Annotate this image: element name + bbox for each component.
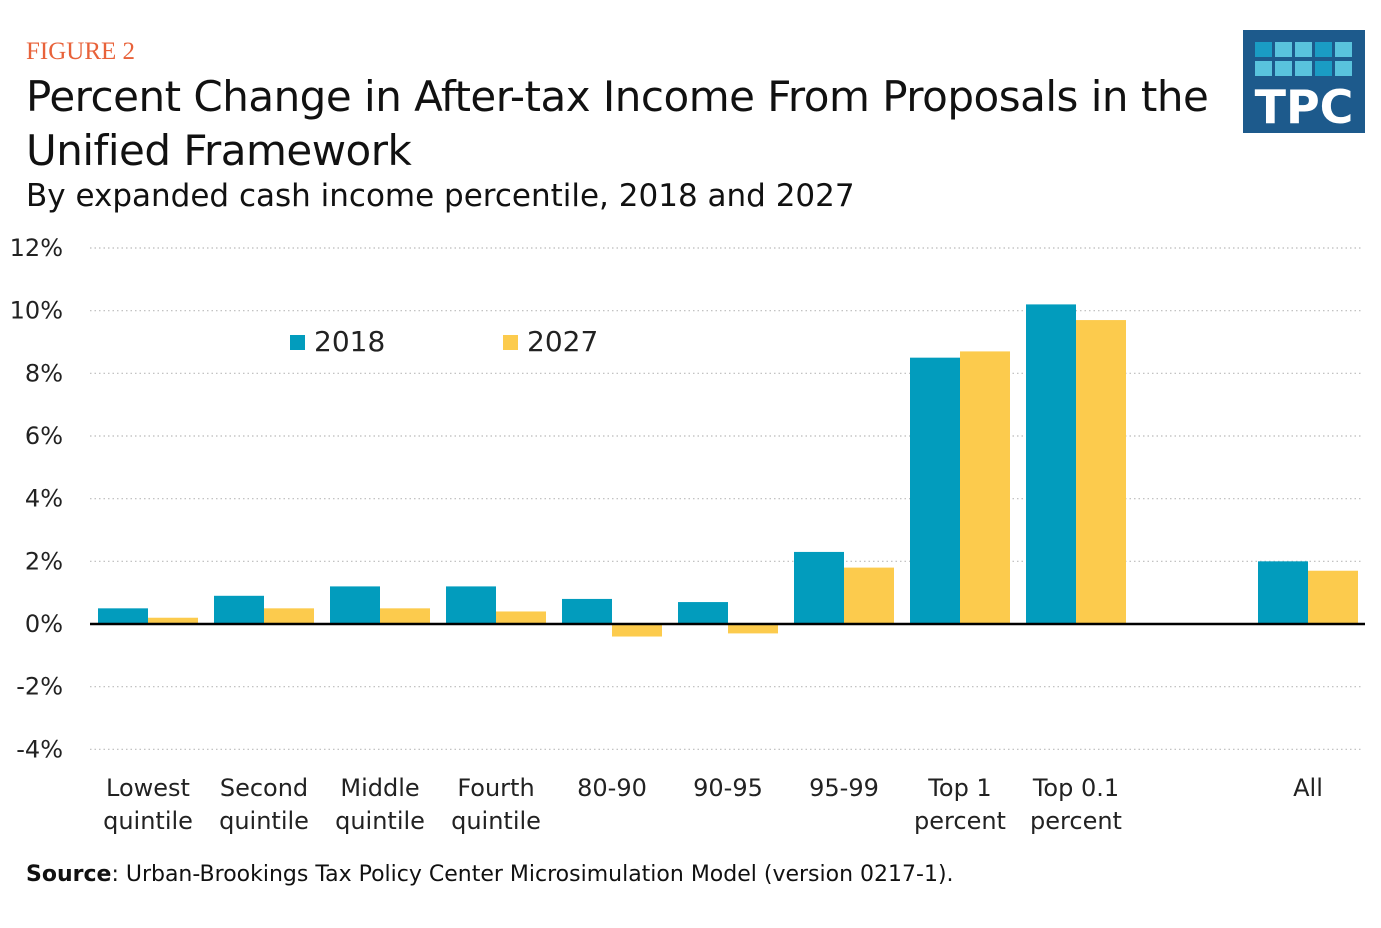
logo-tile: [1335, 42, 1352, 57]
logo-tile: [1255, 42, 1272, 57]
y-tick-label: 8%: [25, 359, 63, 387]
y-tick-label: 0%: [25, 610, 63, 638]
bar-2027-5: [728, 624, 778, 634]
source-label: Source: [26, 862, 112, 887]
x-category-label: Middle: [340, 774, 419, 802]
bar-2018-9: [1258, 561, 1308, 624]
x-category-label: 90-95: [693, 774, 763, 802]
bar-2027-9: [1308, 570, 1358, 624]
x-category-label: quintile: [451, 807, 541, 835]
x-category-label: quintile: [103, 807, 193, 835]
logo-tile: [1275, 42, 1292, 57]
x-category-label: quintile: [219, 807, 309, 835]
bar-2027-8: [1076, 320, 1126, 624]
bar-2027-0: [148, 617, 198, 624]
x-category-label: Lowest: [106, 774, 190, 802]
legend-label: 2027: [527, 325, 598, 358]
x-category-label: Top 0.1: [1032, 774, 1119, 802]
x-category-label: Top 1: [927, 774, 991, 802]
x-category-label: percent: [1030, 807, 1122, 835]
y-tick-label: 2%: [25, 547, 63, 575]
logo-tile: [1255, 61, 1272, 76]
bar-2018-4: [562, 598, 612, 624]
logo-tile: [1295, 42, 1312, 57]
bar-2027-2: [380, 608, 430, 624]
tpc-logo: TPC: [1243, 30, 1365, 133]
x-category-label: Fourth: [457, 774, 534, 802]
logo-tile: [1315, 61, 1332, 76]
bar-2018-2: [330, 586, 380, 624]
logo-text: TPC: [1254, 80, 1354, 134]
y-tick-label: -4%: [16, 735, 63, 763]
x-category-label: Second: [220, 774, 308, 802]
logo-tile: [1295, 61, 1312, 76]
legend-swatch-2027: [503, 335, 518, 350]
chart-title: Percent Change in After-tax Income From …: [26, 72, 1209, 175]
bar-2018-1: [214, 595, 264, 624]
bar-2018-7: [910, 357, 960, 624]
source-note: Source: Urban-Brookings Tax Policy Cente…: [26, 862, 954, 887]
y-tick-label: 4%: [25, 485, 63, 513]
legend-label: 2018: [314, 325, 385, 358]
bar-2027-4: [612, 624, 662, 637]
bar-2027-7: [960, 351, 1010, 624]
legend-swatch-2018: [290, 335, 305, 350]
logo-tile: [1315, 42, 1332, 57]
bar-2018-0: [98, 608, 148, 624]
x-category-label: quintile: [335, 807, 425, 835]
bar-2018-5: [678, 602, 728, 624]
source-text: : Urban-Brookings Tax Policy Center Micr…: [111, 862, 954, 887]
bar-2027-6: [844, 567, 894, 624]
y-tick-label: 6%: [25, 422, 63, 450]
logo-tile: [1275, 61, 1292, 76]
logo-tile: [1335, 61, 1352, 76]
bar-2027-1: [264, 608, 314, 624]
chart-subtitle: By expanded cash income percentile, 2018…: [26, 178, 855, 214]
x-category-label: All: [1293, 774, 1323, 802]
bar-2027-3: [496, 611, 546, 624]
bar-2018-3: [446, 586, 496, 624]
y-tick-label: 12%: [10, 234, 63, 262]
figure-label: FIGURE 2: [26, 38, 136, 65]
y-tick-label: 10%: [10, 297, 63, 325]
bar-2018-6: [794, 551, 844, 624]
x-category-label: 80-90: [577, 774, 647, 802]
y-tick-label: -2%: [16, 673, 63, 701]
x-category-label: 95-99: [809, 774, 879, 802]
x-category-label: percent: [914, 807, 1006, 835]
bar-2018-8: [1026, 304, 1076, 624]
